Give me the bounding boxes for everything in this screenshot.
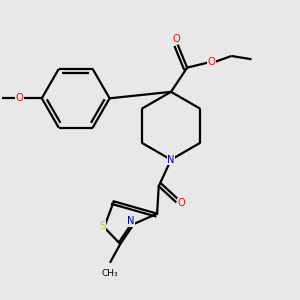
Text: O: O bbox=[16, 93, 24, 103]
Text: N: N bbox=[127, 216, 134, 226]
Text: O: O bbox=[178, 198, 185, 208]
Text: O: O bbox=[208, 57, 215, 67]
Text: O: O bbox=[172, 34, 180, 44]
Text: N: N bbox=[167, 155, 175, 165]
Text: S: S bbox=[99, 220, 106, 231]
Text: CH₃: CH₃ bbox=[102, 268, 118, 278]
